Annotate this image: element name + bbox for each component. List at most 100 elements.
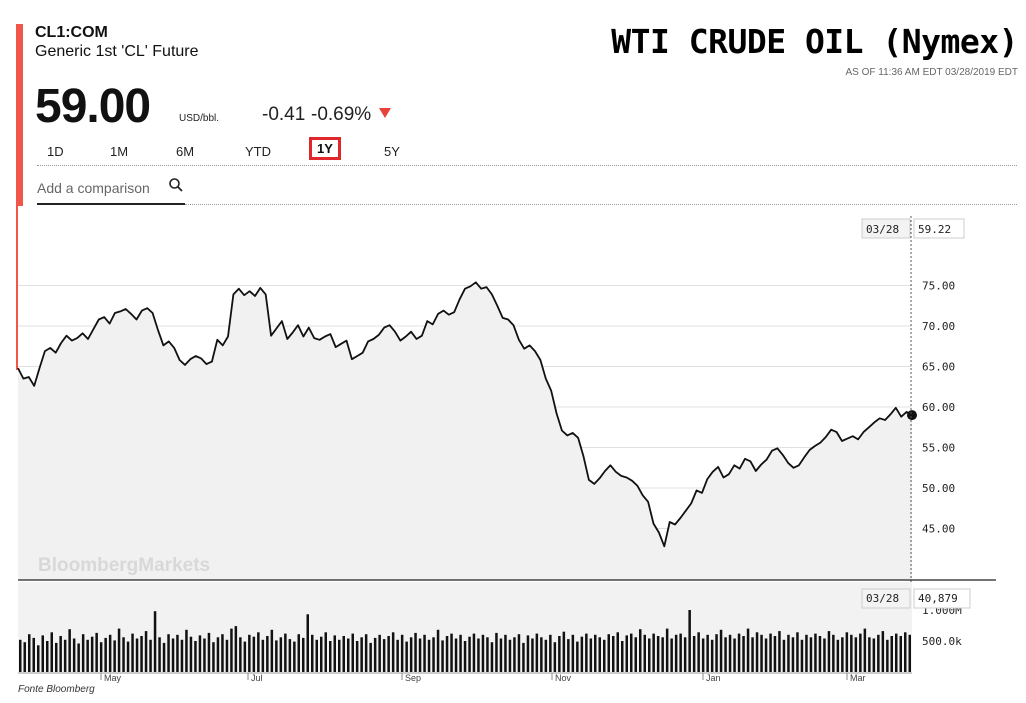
comparison-input[interactable] bbox=[37, 177, 165, 199]
volume-bar bbox=[409, 637, 413, 672]
range-1m-button[interactable]: 1M bbox=[110, 144, 129, 159]
volume-bar bbox=[751, 637, 754, 672]
volume-bar bbox=[567, 639, 570, 672]
price-line bbox=[17, 281, 913, 548]
volume-bar bbox=[886, 639, 889, 672]
crosshair-value-box bbox=[913, 218, 965, 239]
volume-bar bbox=[230, 628, 233, 672]
volume-bar bbox=[850, 634, 853, 672]
volume-bar bbox=[55, 642, 58, 672]
volume-bar bbox=[697, 632, 700, 672]
volume-bar bbox=[19, 639, 22, 672]
volume-crosshair-date: 03/28 bbox=[866, 592, 899, 605]
range-1y-button[interactable]: 1Y bbox=[309, 137, 341, 160]
x-tick-label: Jan bbox=[706, 673, 721, 683]
volume-bar bbox=[607, 634, 610, 672]
volume-bar bbox=[890, 636, 893, 672]
x-tick-label: Nov bbox=[555, 673, 572, 683]
volume-bar bbox=[670, 638, 673, 672]
volume-bar bbox=[800, 639, 804, 672]
volume-bar bbox=[877, 634, 880, 672]
volume-bar bbox=[836, 639, 840, 672]
search-icon[interactable] bbox=[168, 177, 184, 193]
volume-bar bbox=[266, 636, 269, 672]
volume-bar bbox=[302, 637, 305, 672]
volume-tick-label: 500.0k bbox=[922, 635, 962, 648]
range-6m-button[interactable]: 6M bbox=[176, 144, 195, 159]
range-1d-button[interactable]: 1D bbox=[47, 144, 64, 159]
volume-bar bbox=[122, 637, 125, 672]
volume-bar bbox=[468, 636, 471, 672]
volume-bar bbox=[81, 634, 85, 672]
volume-bar bbox=[544, 639, 548, 672]
volume-bar bbox=[212, 642, 215, 672]
volume-bar bbox=[126, 641, 130, 672]
y-tick-label: 65.00 bbox=[922, 361, 955, 374]
price-unit: USD/bbl. bbox=[179, 113, 220, 124]
volume-bar bbox=[364, 634, 368, 672]
volume-bar bbox=[674, 634, 678, 672]
volume-bar bbox=[77, 643, 80, 672]
volume-bar bbox=[904, 632, 907, 672]
volume-bar bbox=[342, 636, 345, 672]
volume-bar bbox=[135, 638, 139, 672]
range-5y-button[interactable]: 5Y bbox=[384, 144, 400, 159]
volume-bar bbox=[908, 634, 911, 672]
volume-bar bbox=[28, 634, 31, 672]
volume-bar bbox=[553, 642, 557, 672]
volume-bar bbox=[351, 633, 354, 672]
volume-bar bbox=[701, 638, 705, 672]
source-note: Fonte Bloomberg bbox=[18, 684, 95, 695]
volume-bar bbox=[477, 638, 480, 672]
comparison-search[interactable] bbox=[37, 175, 185, 205]
volume-bar bbox=[724, 637, 727, 672]
volume-bar bbox=[782, 639, 786, 672]
volume-bar bbox=[598, 637, 601, 672]
volume-bar bbox=[683, 637, 687, 672]
volume-bar bbox=[679, 633, 682, 672]
volume-bar bbox=[86, 639, 89, 672]
volume-bar bbox=[616, 632, 619, 672]
y-tick-label: 50.00 bbox=[922, 482, 955, 495]
volume-bar bbox=[131, 633, 134, 672]
volume-bar bbox=[787, 634, 790, 672]
volume-bar bbox=[863, 628, 867, 672]
volume-bar bbox=[382, 639, 386, 672]
volume-bar bbox=[207, 632, 211, 672]
volume-bar bbox=[338, 639, 341, 672]
range-ytd-button[interactable]: YTD bbox=[245, 144, 271, 159]
divider bbox=[185, 204, 1017, 205]
volume-bar bbox=[481, 634, 485, 672]
volume-bar bbox=[203, 638, 206, 672]
volume-bar bbox=[311, 634, 314, 672]
volume-bar bbox=[360, 637, 363, 672]
volume-bar bbox=[72, 638, 76, 672]
volume-bar bbox=[293, 641, 296, 672]
volume-bar bbox=[737, 633, 741, 672]
volume-bar bbox=[535, 633, 539, 672]
volume-bar bbox=[472, 633, 476, 672]
volume-bar bbox=[95, 632, 98, 672]
volume-bar bbox=[895, 633, 898, 672]
volume-bar bbox=[90, 636, 94, 672]
volume-bar bbox=[719, 629, 723, 672]
volume-bar bbox=[248, 634, 251, 672]
volume-bar bbox=[46, 641, 49, 672]
volume-bar bbox=[396, 639, 399, 672]
volume-bar bbox=[288, 639, 292, 672]
volume-bar bbox=[459, 634, 462, 672]
volume-bar bbox=[859, 633, 862, 672]
volume-bar bbox=[845, 632, 849, 672]
volume-bar bbox=[23, 642, 26, 672]
volume-bar bbox=[665, 628, 669, 672]
volume-bar bbox=[306, 614, 309, 672]
volume-bar bbox=[50, 632, 53, 672]
price-change-percent: -0.69% bbox=[311, 104, 372, 125]
volume-bar bbox=[158, 637, 161, 672]
volume-bar bbox=[355, 641, 359, 672]
volume-bar bbox=[329, 641, 332, 672]
volume-bar bbox=[297, 634, 300, 672]
volume-bar bbox=[706, 634, 709, 672]
volume-bar bbox=[688, 610, 691, 672]
